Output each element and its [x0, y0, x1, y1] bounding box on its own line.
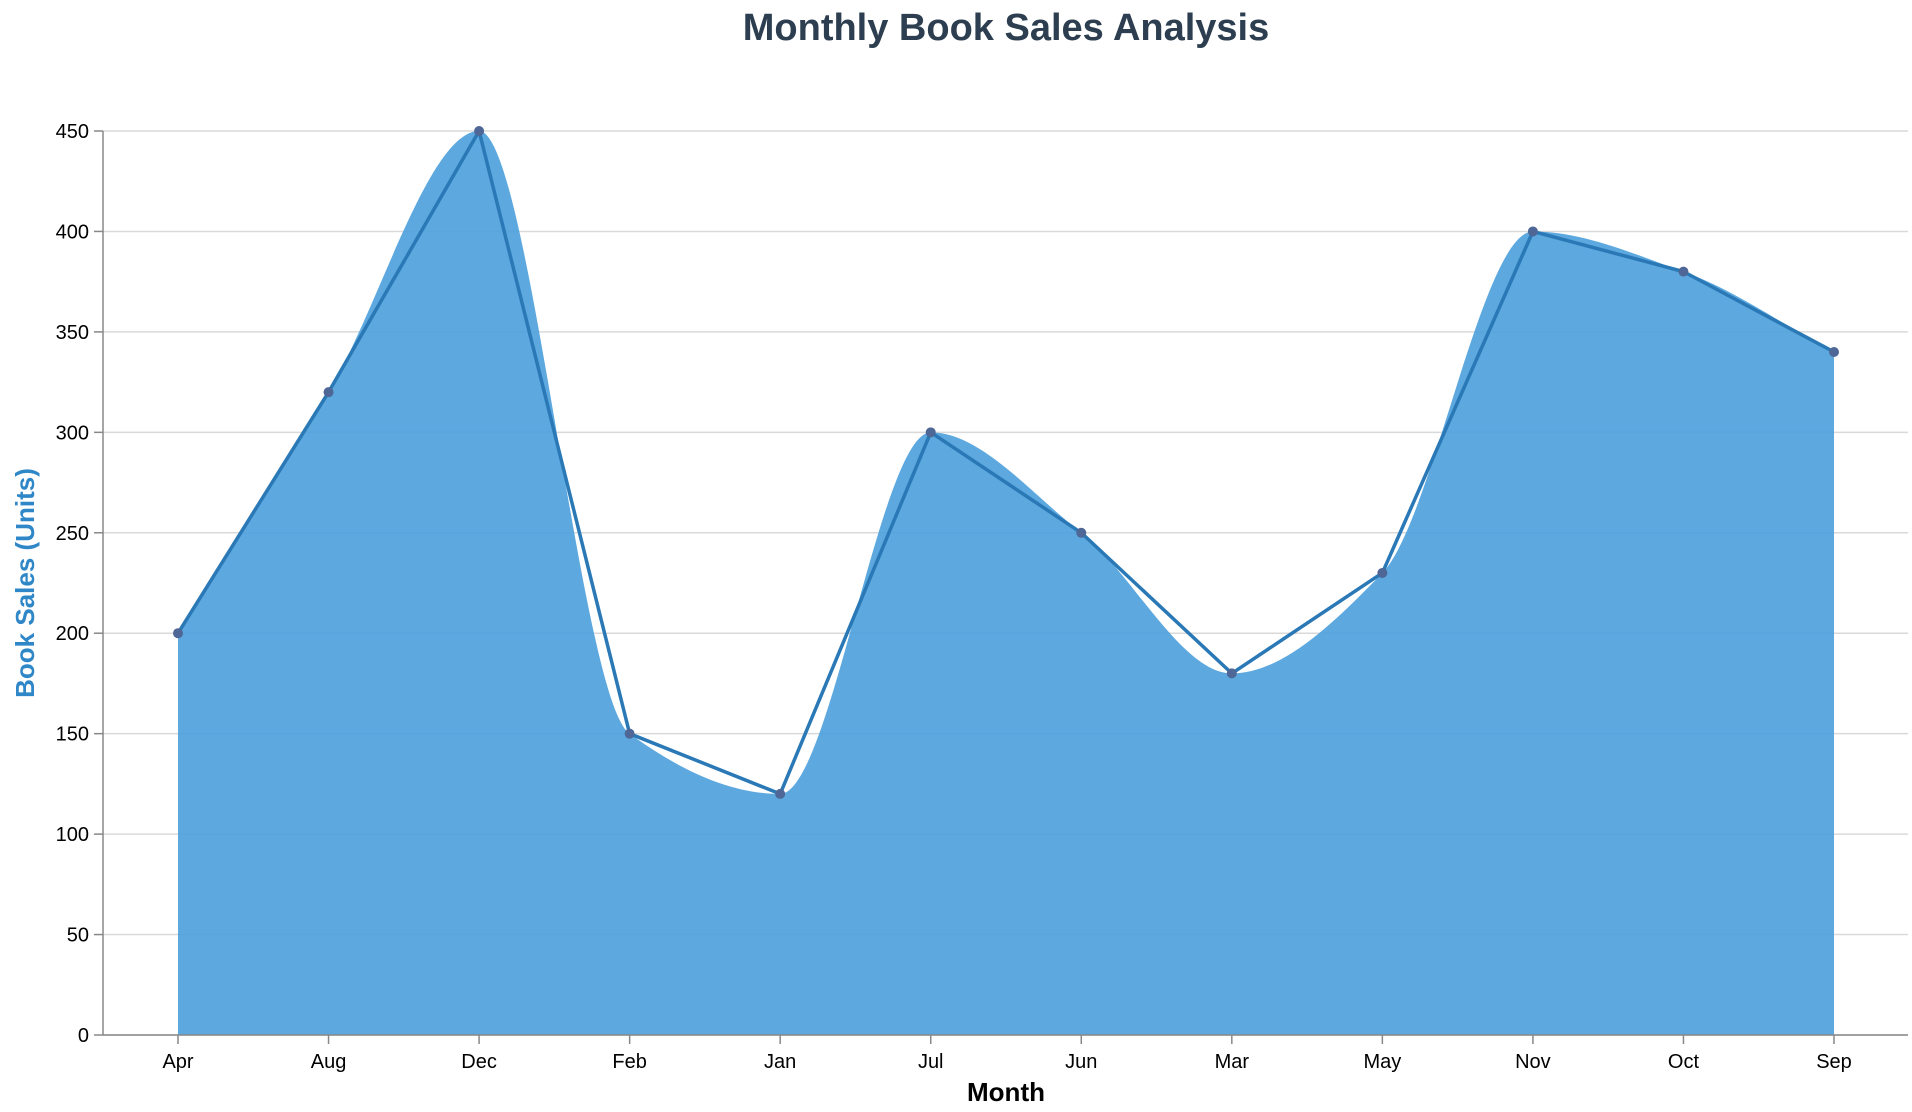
x-tick-label: Jan	[764, 1051, 796, 1073]
area-series	[178, 131, 1834, 1035]
x-tick-label: Jun	[1065, 1051, 1097, 1073]
x-tick-label: Dec	[461, 1051, 497, 1073]
y-tick-label: 100	[56, 824, 89, 846]
data-point-oct[interactable]	[1678, 266, 1689, 277]
x-tick-label: Nov	[1515, 1051, 1551, 1073]
axes	[102, 131, 1908, 1036]
chart-title: Monthly Book Sales Analysis	[743, 7, 1270, 49]
x-tick-label: Aug	[311, 1051, 347, 1073]
data-point-nov[interactable]	[1527, 226, 1538, 237]
data-point-dec[interactable]	[474, 126, 485, 136]
data-point-sep[interactable]	[1829, 346, 1839, 357]
y-tick-label: 0	[78, 1025, 89, 1047]
y-axis-title: Book Sales (Units)	[10, 468, 40, 698]
y-tick-label: 50	[67, 925, 89, 947]
data-point-jun[interactable]	[1076, 527, 1087, 538]
x-tick-label: Jul	[918, 1051, 944, 1073]
x-axis-title: Month	[967, 1077, 1045, 1107]
series-line	[176, 129, 1835, 796]
x-tick-label: Oct	[1668, 1051, 1700, 1073]
x-tick-label: Feb	[612, 1051, 646, 1073]
data-points	[173, 126, 1839, 799]
data-point-feb[interactable]	[624, 728, 635, 739]
data-point-jul[interactable]	[925, 427, 936, 438]
x-axis-ticks: Apr Aug Dec Feb Jan Jul Jun Mar May Nov Oct Sep	[162, 1035, 1852, 1073]
data-point-apr[interactable]	[173, 628, 183, 639]
x-tick-label: Apr	[162, 1051, 193, 1073]
y-tick-label: 300	[56, 422, 89, 444]
y-tick-label: 200	[56, 623, 89, 645]
line-series	[176, 129, 1835, 796]
y-axis-ticks: 0 50 100 150 200 250 300 350 400 450	[56, 121, 103, 1047]
data-point-aug[interactable]	[323, 387, 334, 398]
data-point-jan[interactable]	[775, 788, 786, 799]
x-tick-label: Mar	[1215, 1051, 1250, 1073]
y-tick-label: 350	[56, 322, 89, 344]
area-fill	[178, 131, 1834, 1035]
data-point-mar[interactable]	[1226, 668, 1237, 679]
data-point-may[interactable]	[1377, 567, 1388, 578]
x-tick-label: Sep	[1816, 1051, 1852, 1073]
y-tick-label: 150	[56, 724, 89, 746]
y-tick-label: 450	[56, 121, 89, 143]
y-tick-label: 400	[56, 221, 89, 243]
y-tick-label: 250	[56, 523, 89, 545]
x-tick-label: May	[1363, 1051, 1401, 1073]
